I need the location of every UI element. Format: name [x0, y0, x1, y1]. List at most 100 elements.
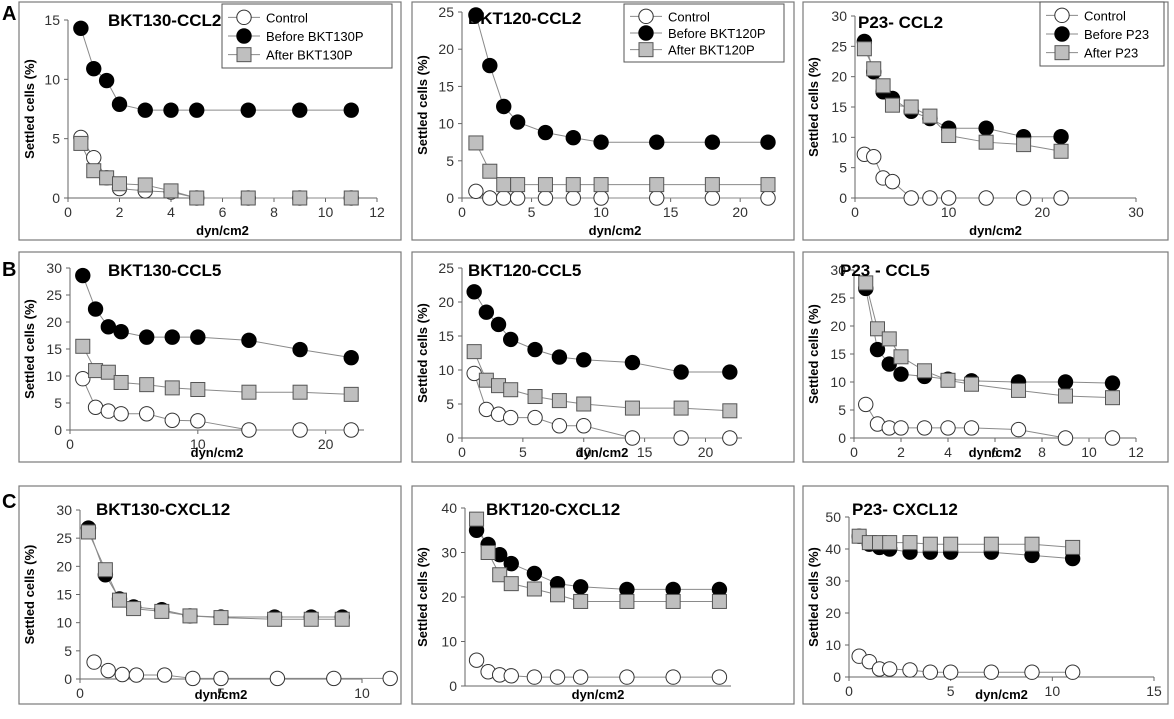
data-point-filled-circle: [576, 352, 592, 368]
data-point-open-circle: [551, 418, 568, 434]
y-tick-label: 20: [441, 589, 457, 605]
y-tick-label: 0: [446, 430, 454, 446]
data-point-open-circle: [576, 418, 592, 434]
data-point-gray-square: [190, 382, 206, 397]
row-label-a: A: [2, 3, 16, 25]
data-point-open-circle: [760, 190, 776, 206]
chart-title: P23- CXCL12: [852, 500, 958, 519]
chart-panel-5: 0 5 10 15 20 25 0 5 10 15 20 dyn/cm2 Settled cells (…: [411, 251, 795, 463]
data-point-filled-circle: [760, 134, 776, 150]
legend: Control Before BKT120P After BKT120P: [623, 3, 785, 63]
data-point-open-circle: [269, 670, 286, 687]
data-point-gray-square: [73, 135, 89, 151]
data-point-open-circle: [1104, 430, 1121, 446]
x-tick-label: 15: [663, 204, 679, 220]
data-point-open-circle: [922, 664, 939, 680]
y-tick-label: 30: [831, 8, 847, 24]
data-point-open-circle: [527, 409, 543, 426]
data-point-open-circle: [619, 669, 635, 685]
data-point-open-circle: [468, 652, 485, 668]
x-tick-label: 10: [190, 436, 206, 452]
y-tick-label: 15: [46, 341, 62, 357]
x-tick-label: 0: [76, 685, 84, 701]
data-point-gray-square: [164, 380, 180, 396]
data-point-gray-square: [503, 382, 519, 398]
x-axis-label: dyn/cm2: [572, 687, 625, 702]
data-point-open-circle: [292, 422, 308, 438]
data-point-open-circle: [978, 190, 994, 206]
y-tick-label: 40: [825, 541, 841, 557]
data-point-filled-circle: [75, 267, 91, 284]
data-point-gray-square: [112, 176, 127, 192]
x-axis-label: dyn/cm2: [969, 445, 1022, 460]
y-tick-label: 0: [446, 190, 454, 206]
data-point-gray-square: [99, 170, 115, 186]
y-tick-label: 10: [825, 637, 841, 653]
x-tick-label: 15: [637, 444, 653, 460]
y-tick-label: 0: [54, 422, 62, 438]
y-tick-label: 5: [839, 160, 847, 176]
data-point-gray-square: [964, 376, 979, 392]
data-point-gray-square: [550, 587, 566, 603]
data-point-filled-circle: [649, 134, 665, 150]
x-tick-label: 10: [593, 204, 609, 220]
data-point-open-circle: [572, 669, 589, 685]
data-point-filled-circle: [190, 329, 206, 345]
panel-frame: [18, 485, 402, 705]
data-point-gray-square: [303, 611, 319, 627]
data-point-gray-square: [267, 611, 283, 627]
data-point-gray-square: [760, 177, 776, 193]
x-axis-label: dyn/cm2: [975, 687, 1028, 702]
x-tick-label: 0: [851, 204, 859, 220]
data-point-gray-square: [1053, 143, 1069, 159]
data-point-open-circle: [382, 670, 398, 687]
data-point-gray-square: [496, 177, 512, 193]
data-point-gray-square: [182, 608, 198, 624]
data-point-filled-circle: [565, 130, 581, 146]
y-tick-label: 15: [44, 12, 60, 28]
data-point-gray-square: [510, 177, 526, 193]
y-tick-label: 25: [830, 290, 846, 306]
y-axis-label: Settled cells (%): [22, 545, 37, 645]
data-point-open-circle: [866, 149, 882, 165]
data-point-gray-square: [978, 134, 994, 150]
x-axis-label: dyn/cm2: [576, 445, 629, 460]
data-point-open-circle: [482, 190, 498, 206]
data-point-filled-circle: [241, 332, 257, 349]
x-tick-label: 4: [944, 444, 952, 460]
series-line-filled-circle: [865, 288, 1113, 384]
y-tick-label: 10: [46, 368, 62, 384]
x-tick-label: 10: [1045, 683, 1061, 699]
data-point-gray-square: [189, 190, 205, 206]
legend-label: After BKT130P: [266, 48, 353, 63]
y-tick-label: 15: [831, 99, 847, 115]
data-point-filled-circle: [163, 102, 179, 118]
data-point-gray-square: [503, 576, 519, 592]
y-tick-label: 5: [52, 131, 60, 147]
series-line-filled-circle: [473, 291, 730, 373]
data-point-filled-circle: [98, 72, 115, 89]
data-point-open-circle: [963, 420, 980, 436]
series-line-gray-square: [476, 518, 720, 602]
x-tick-label: 10: [1081, 444, 1097, 460]
y-tick-label: 5: [838, 402, 846, 418]
data-point-gray-square: [870, 321, 885, 337]
data-point-gray-square: [573, 593, 589, 609]
data-point-open-circle: [114, 666, 131, 683]
data-point-filled-circle: [343, 349, 359, 366]
data-point-open-circle: [665, 669, 681, 685]
y-tick-label: 0: [64, 671, 72, 687]
series-line-filled-circle: [80, 28, 352, 111]
data-point-gray-square: [903, 99, 919, 115]
data-point-open-circle: [593, 190, 609, 206]
y-axis-label: Settled cells (%): [22, 59, 37, 159]
row-label-b: B: [2, 259, 16, 281]
data-point-filled-circle: [527, 341, 543, 358]
x-tick-label: 20: [1035, 204, 1051, 220]
data-point-gray-square: [902, 535, 918, 551]
data-point-gray-square: [551, 393, 567, 409]
data-point-gray-square: [1105, 390, 1120, 406]
y-tick-label: 20: [830, 318, 846, 334]
data-point-filled-circle: [496, 98, 512, 115]
legend-marker-open-circle: [638, 8, 654, 25]
